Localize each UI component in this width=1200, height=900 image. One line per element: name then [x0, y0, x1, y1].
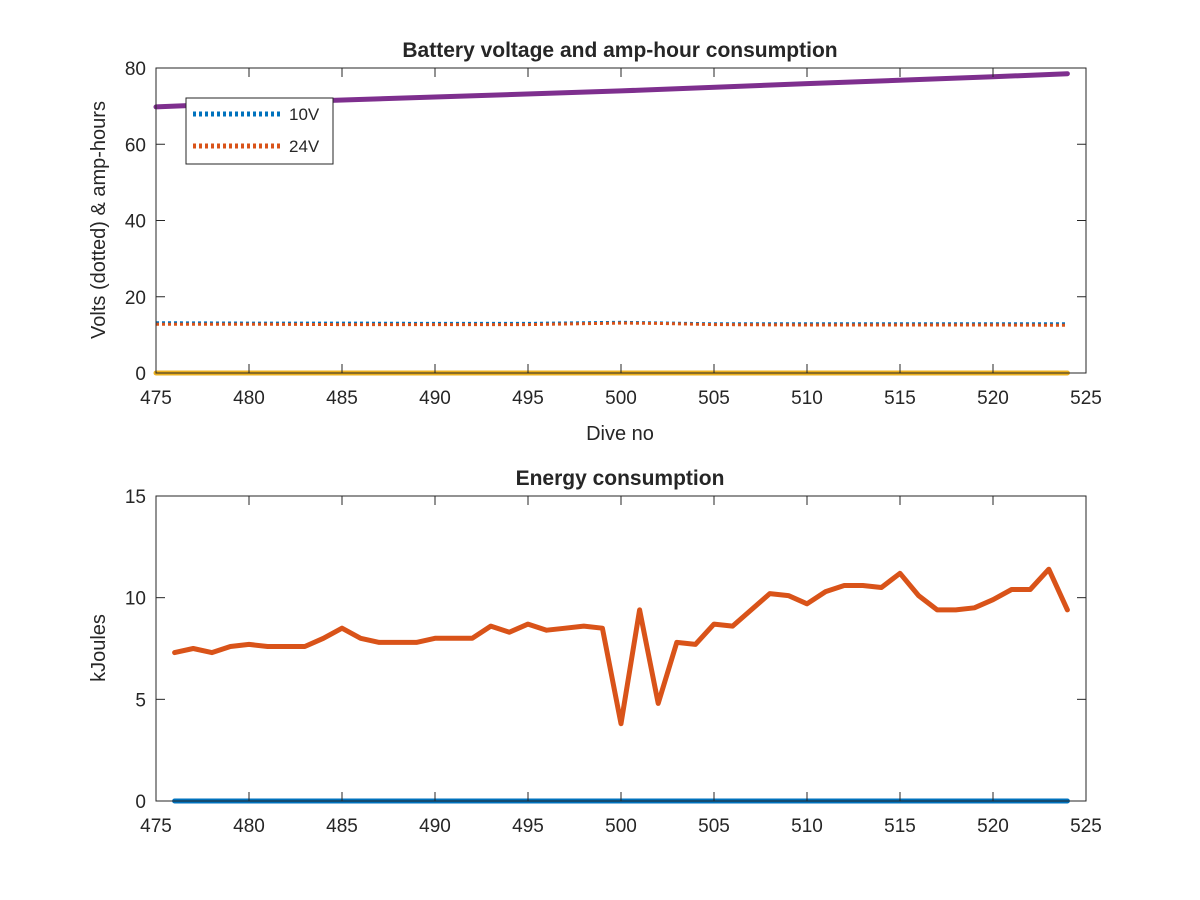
- x-tick-label: 490: [419, 388, 451, 409]
- x-tick-label: 500: [605, 388, 637, 409]
- x-axis-label: Dive no: [586, 423, 654, 445]
- series-line-1-0: [172, 566, 1070, 727]
- x-tick-label: 495: [512, 388, 544, 409]
- y-tick-label: 0: [135, 364, 146, 385]
- legend: 10V 24V: [185, 97, 334, 165]
- voltage-amphour-plot: Battery voltage and amp-hour consumption…: [88, 39, 1102, 445]
- y-tick-label: 0: [135, 792, 146, 813]
- x-tick-label: 520: [977, 816, 1009, 837]
- x-tick-label: 520: [977, 388, 1009, 409]
- x-tick-label: 485: [326, 816, 358, 837]
- x-tick-label: 500: [605, 816, 637, 837]
- plot-frame: [155, 495, 1087, 802]
- x-tick-label: 525: [1070, 816, 1102, 837]
- y-tick-label: 5: [135, 690, 146, 711]
- y-tick-label: 80: [125, 59, 146, 80]
- x-tick-label: 505: [698, 816, 730, 837]
- x-tick-label: 515: [884, 388, 916, 409]
- tick-group: 475 480 485 490 495 500 505 510 515 520 525 0 20 40 60…: [125, 59, 1102, 409]
- chart-title: Energy consumption: [516, 467, 725, 490]
- plot-frame: [155, 67, 1087, 374]
- y-tick-label: 40: [125, 212, 146, 233]
- y-tick-label: 60: [125, 135, 146, 156]
- y-tick-label: 20: [125, 288, 146, 309]
- x-tick-label: 475: [140, 816, 172, 837]
- x-tick-label: 505: [698, 388, 730, 409]
- x-tick-label: 480: [233, 388, 265, 409]
- y-axis-label: Volts (dotted) & amp-hours: [88, 101, 110, 339]
- y-tick-label: 15: [125, 487, 146, 508]
- energy-plot: Energy consumption kJoules 475 480 485 490 4…: [88, 467, 1102, 837]
- x-tick-label: 495: [512, 816, 544, 837]
- x-tick-label: 490: [419, 816, 451, 837]
- y-tick-label: 10: [125, 589, 146, 610]
- y-axis-label: kJoules: [88, 614, 110, 682]
- x-tick-label: 485: [326, 388, 358, 409]
- legend-label-10v: 10V: [289, 105, 320, 124]
- x-tick-label: 515: [884, 816, 916, 837]
- x-tick-label: 510: [791, 388, 823, 409]
- chart-title: Battery voltage and amp-hour consumption: [402, 39, 837, 62]
- x-tick-label: 480: [233, 816, 265, 837]
- legend-box: [185, 97, 334, 165]
- x-tick-label: 525: [1070, 388, 1102, 409]
- x-tick-label: 475: [140, 388, 172, 409]
- x-tick-label: 510: [791, 816, 823, 837]
- series-line-24v: [156, 321, 1068, 327]
- legend-label-24v: 24V: [289, 137, 320, 156]
